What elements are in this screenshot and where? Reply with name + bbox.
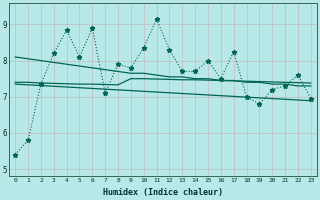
X-axis label: Humidex (Indice chaleur): Humidex (Indice chaleur)	[103, 188, 223, 197]
